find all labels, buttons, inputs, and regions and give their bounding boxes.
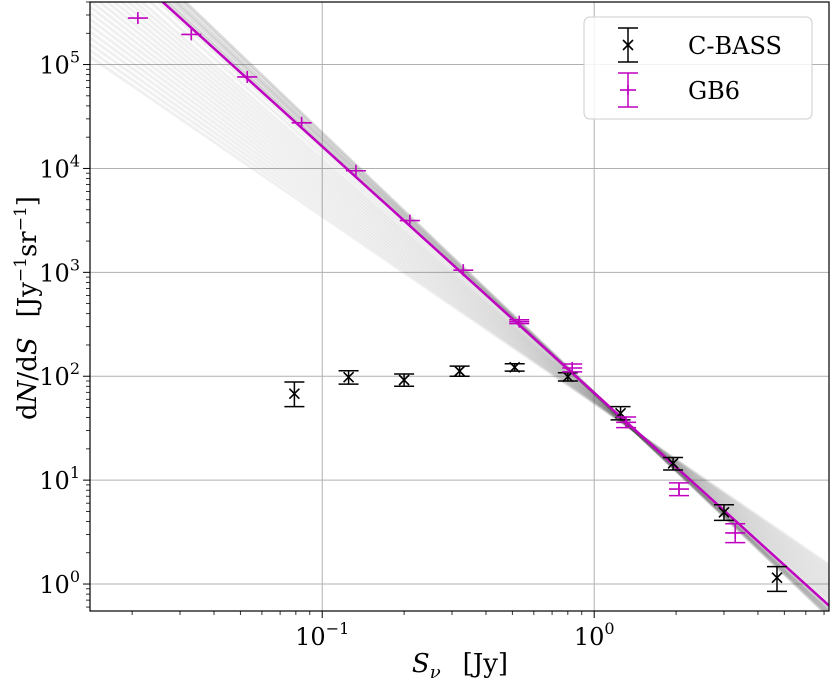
fit-bundle-core-line [175, 2, 829, 611]
y-tick-label: 105 [39, 48, 80, 80]
fit-line [160, 2, 829, 607]
fit-bundle-line [90, 11, 829, 582]
y-tick-label: 102 [39, 359, 80, 391]
cbass-point [766, 565, 787, 593]
fit-bundle-line [183, 2, 826, 611]
cbass-point [284, 381, 305, 408]
fit-bundle-line [112, 2, 829, 593]
fit-bundle-line [90, 30, 829, 575]
fit-bundle-line [90, 24, 829, 578]
legend-label: GB6 [688, 77, 740, 105]
gb6-point [181, 28, 202, 41]
fit-bundle-line [126, 2, 829, 598]
x-marker [718, 506, 730, 518]
cbass-point [557, 371, 578, 383]
x-marker [509, 361, 521, 373]
plot-frame [89, 1, 830, 612]
x-marker [667, 457, 679, 469]
gb6-point [237, 70, 258, 83]
best-fit-line [160, 2, 829, 607]
gb6-point [345, 164, 366, 177]
gb6-point [291, 116, 312, 129]
gb6-point [399, 214, 420, 227]
data-points [127, 12, 787, 593]
y-axis-label: dN/dS[Jy−1sr−1] [11, 196, 43, 420]
fit-bundle-line [90, 2, 829, 586]
x-marker [343, 371, 355, 383]
fit-bundle-line [173, 2, 829, 611]
legend-box [583, 16, 813, 120]
x-axis-label: Sν [Jy] [412, 649, 508, 683]
x-marker [288, 388, 300, 400]
x-tick-label: 10−1 [295, 619, 349, 651]
cbass-point [394, 373, 415, 388]
y-tick-label: 101 [39, 463, 80, 495]
fit-bundle-core-line [183, 2, 826, 611]
fit-bundle-line [97, 2, 829, 589]
fit-bundle-line [90, 36, 829, 573]
cbass-point [449, 365, 470, 377]
fit-bundle-core-line [171, 2, 829, 611]
fit-bundle-line [90, 17, 829, 580]
gb6-point [127, 12, 148, 25]
gb6-point [453, 264, 474, 277]
gb6-point [616, 416, 637, 429]
y-tick-label: 103 [39, 255, 80, 287]
x-marker [398, 374, 410, 386]
fit-bundle-core-line [179, 2, 827, 611]
x-marker [771, 572, 783, 584]
legend-entry: C-BASS [618, 27, 782, 63]
fit-bundle-line [104, 2, 829, 591]
x-marker [454, 365, 466, 377]
fit-bundle-line [90, 42, 829, 571]
cbass-point [504, 361, 525, 373]
gb6-point [725, 523, 746, 544]
fit-bundle-line [90, 55, 829, 566]
cbass-point [338, 369, 359, 385]
gb6-point [668, 482, 689, 497]
legend-entry: GB6 [618, 72, 740, 108]
fit-bundle-line [90, 49, 829, 569]
y-tick-label: 100 [39, 567, 80, 599]
legend-label: C-BASS [688, 32, 782, 60]
legend-marker [622, 39, 634, 51]
x-tick-label: 100 [574, 619, 615, 651]
legend: C-BASS GB6 [583, 16, 813, 120]
x-marker [562, 371, 574, 383]
y-tick-label: 104 [39, 151, 80, 183]
fit-bundle-line [119, 2, 829, 595]
cbass-point [663, 456, 684, 471]
gb6-point [562, 362, 583, 375]
gb6-point [509, 315, 530, 328]
axis-ticks: 10−1 100 100 101 102 103 104 105 [39, 1, 825, 651]
cbass-point [713, 503, 734, 522]
fit-bundle-line [90, 5, 829, 584]
